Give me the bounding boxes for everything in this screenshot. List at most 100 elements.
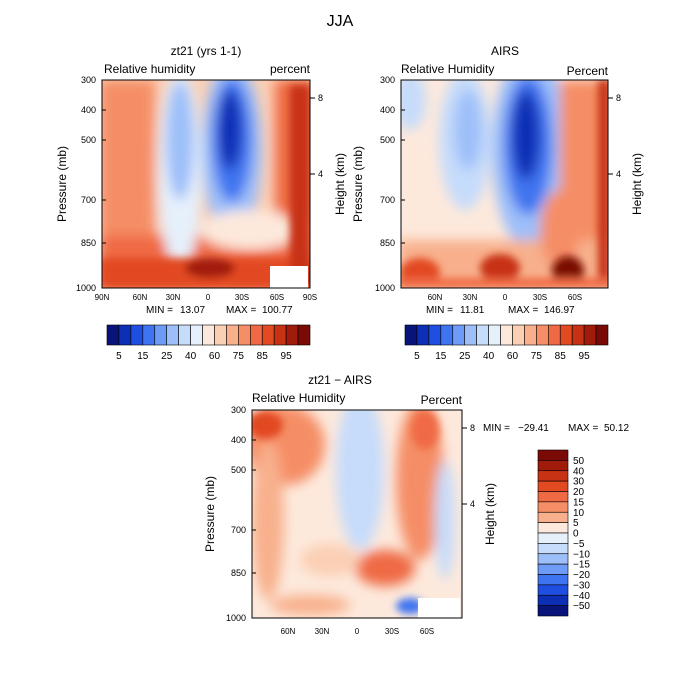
stat-max-label: MAX = bbox=[508, 305, 538, 316]
colorbar-swatch bbox=[488, 324, 501, 346]
x-tick: 60N bbox=[281, 627, 296, 636]
y-tick: 700 bbox=[380, 195, 395, 205]
colorbar-swatch bbox=[214, 324, 227, 346]
colorbar-swatch bbox=[512, 324, 525, 346]
y-tick: 1000 bbox=[76, 283, 96, 293]
colorbar-label: 5 bbox=[116, 351, 122, 362]
x-tick: 0 bbox=[206, 293, 211, 302]
panel-obs-field-label: Relative Humidity bbox=[401, 62, 494, 76]
panel-diff-x-ticks: 60N 30N 0 30S 60S bbox=[281, 627, 434, 636]
x-tick: 60N bbox=[428, 293, 443, 302]
colorbar-label: −50 bbox=[573, 601, 590, 612]
colorbar-swatch bbox=[583, 324, 597, 346]
colorbar-swatch bbox=[537, 563, 569, 575]
stat-min-label: MIN = bbox=[483, 423, 510, 434]
y-tick: 400 bbox=[231, 435, 246, 445]
colorbar-label: 40 bbox=[573, 466, 585, 477]
colorbar-label: 40 bbox=[483, 351, 495, 362]
colorbar-swatch bbox=[571, 324, 585, 346]
colorbar-swatch bbox=[440, 324, 454, 346]
colorbar-label: 20 bbox=[573, 487, 585, 498]
colorbar-label: 25 bbox=[459, 351, 471, 362]
panel-diff: zt21 − AIRS Relative Humidity Percent bbox=[203, 373, 629, 636]
colorbar-swatch bbox=[537, 480, 569, 492]
panel-diff-field-label: Relative Humidity bbox=[252, 391, 345, 405]
y-tick: 300 bbox=[380, 75, 395, 85]
colorbar-swatch bbox=[285, 324, 299, 346]
colorbar-label: 95 bbox=[281, 351, 293, 362]
colorbar-label: 85 bbox=[257, 351, 269, 362]
colorbar-label: 5 bbox=[573, 518, 579, 529]
panel-model-stats: MIN = 13.07 MAX = 100.77 bbox=[146, 305, 293, 316]
panel-obs-frame bbox=[400, 79, 609, 289]
y-tick: 500 bbox=[380, 135, 395, 145]
y2-tick: 4 bbox=[616, 169, 621, 179]
colorbar-swatch bbox=[537, 605, 569, 617]
x-tick: 90N bbox=[95, 293, 110, 302]
colorbar-swatch bbox=[547, 324, 561, 346]
x-tick: 30N bbox=[463, 293, 478, 302]
colorbar-label: 40 bbox=[185, 351, 197, 362]
colorbar-label: 85 bbox=[555, 351, 567, 362]
colorbar-swatch bbox=[537, 449, 569, 461]
x-tick: 30S bbox=[385, 627, 399, 636]
colorbar-swatch bbox=[500, 324, 513, 346]
stat-max-label: MAX = bbox=[568, 423, 598, 434]
panel-model-y2label: Height (km) bbox=[333, 153, 347, 215]
colorbar-swatch bbox=[537, 594, 569, 606]
colorbar-swatch bbox=[142, 324, 156, 346]
colorbar-swatch bbox=[428, 324, 442, 346]
y-tick: 850 bbox=[81, 238, 96, 248]
x-tick: 60S bbox=[270, 293, 284, 302]
x-tick: 30S bbox=[235, 293, 249, 302]
colorbar-swatch bbox=[524, 324, 537, 346]
panel-obs-y-ticks: 300 400 500 700 850 1000 bbox=[375, 75, 395, 293]
colorbar-swatch bbox=[261, 324, 275, 346]
colorbar-swatch bbox=[452, 324, 466, 346]
panel-model-title: zt21 (yrs 1-1) bbox=[171, 44, 242, 58]
y2-tick: 4 bbox=[318, 169, 323, 179]
y-tick: 300 bbox=[231, 405, 246, 415]
colorbar-swatch bbox=[273, 324, 287, 346]
colorbar-label: −40 bbox=[573, 591, 590, 602]
x-tick: 60N bbox=[133, 293, 148, 302]
colorbar-swatch bbox=[118, 324, 132, 346]
stat-max-label: MAX = bbox=[226, 305, 256, 316]
colorbar-swatch bbox=[249, 324, 263, 346]
colorbar-label: −30 bbox=[573, 580, 590, 591]
y2-tick: 8 bbox=[470, 423, 475, 433]
colorbar-label: 25 bbox=[161, 351, 173, 362]
colorbar-swatch bbox=[297, 324, 311, 346]
panel-model-field bbox=[102, 80, 310, 288]
colorbar-label: 0 bbox=[573, 529, 579, 540]
colorbar-label: 50 bbox=[573, 456, 585, 467]
colorbar-swatch bbox=[537, 543, 569, 555]
panel-diff-y-ticks: 300 400 500 700 850 1000 bbox=[226, 405, 246, 623]
x-tick: 0 bbox=[355, 627, 360, 636]
colorbar-swatch bbox=[537, 511, 569, 523]
panel-obs: AIRS Relative Humidity Percent bbox=[351, 44, 644, 362]
colorbar-swatch bbox=[537, 501, 569, 513]
stat-max-value: 50.12 bbox=[604, 423, 629, 434]
stat-min-label: MIN = bbox=[146, 305, 173, 316]
colorbar-swatch bbox=[202, 324, 215, 346]
panel-model-y-ticks: 300 400 500 700 850 1000 bbox=[76, 75, 96, 293]
colorbar-label: 30 bbox=[573, 477, 585, 488]
colorbar-swatch bbox=[464, 324, 477, 346]
panel-obs-stats: MIN = 11.81 MAX = 146.97 bbox=[426, 305, 575, 316]
panel-obs-ylabel: Pressure (mb) bbox=[351, 146, 365, 222]
colorbar-label: 75 bbox=[233, 351, 245, 362]
y2-tick: 4 bbox=[470, 499, 475, 509]
colorbar-swatch bbox=[537, 553, 569, 565]
x-tick: 0 bbox=[503, 293, 508, 302]
panel-model-frame bbox=[101, 79, 311, 289]
colorbar-swatch bbox=[537, 460, 569, 472]
x-tick: 30N bbox=[315, 627, 330, 636]
y-tick: 500 bbox=[231, 465, 246, 475]
colorbar-label: −15 bbox=[573, 560, 590, 571]
panel-obs-title: AIRS bbox=[491, 44, 519, 58]
panel-model: zt21 (yrs 1-1) Relative humidity percent bbox=[55, 44, 347, 362]
colorbar-swatch bbox=[537, 574, 569, 586]
colorbar-label: 15 bbox=[573, 497, 585, 508]
